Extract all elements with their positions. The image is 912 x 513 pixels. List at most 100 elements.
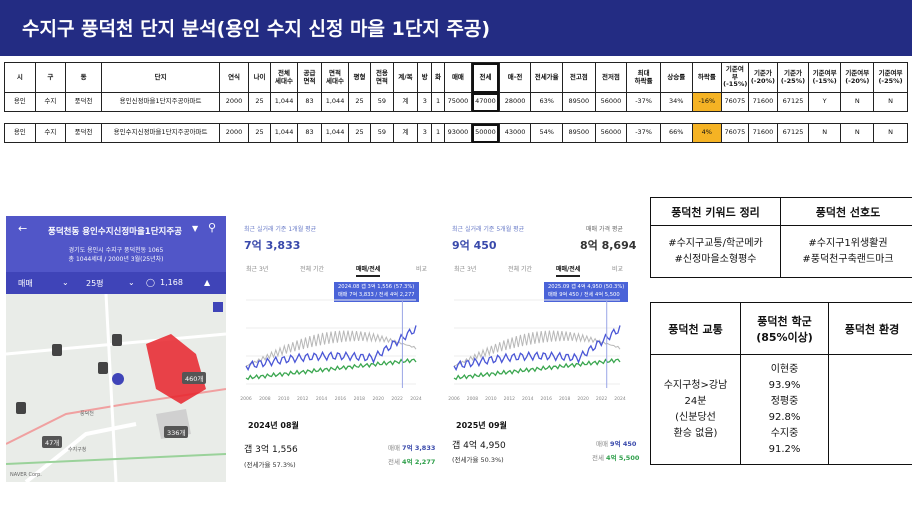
tab-3years[interactable]: 최근 3년 bbox=[454, 266, 477, 273]
environment-header: 풍덕천 환경 bbox=[828, 302, 912, 355]
table-cell: 28000 bbox=[498, 92, 532, 112]
map-pin-icon[interactable] bbox=[98, 362, 108, 374]
tab-all-period[interactable]: 전체 기간 bbox=[300, 266, 324, 273]
chat-icon[interactable]: ◯ bbox=[146, 278, 155, 287]
highlighted-area bbox=[146, 334, 206, 404]
keyword-cell: #수지구교통/학군메카 #신정마을소형평수 bbox=[650, 225, 781, 278]
map-header: ← 풍덕천동 용인수지신정마을1단지주공 ▼ ⚲ 경기도 용인시 수지구 풍덕천… bbox=[6, 216, 226, 272]
table-cell: 54% bbox=[530, 123, 563, 143]
table-header-row: 시 구 동 단지 연식 나이 전체 세대수 공급 면적 면적 세대수 평형 전용 면적 계/복 방 화 매매… bbox=[4, 62, 908, 93]
table-cell: 56000 bbox=[594, 92, 628, 112]
sale-series-line bbox=[453, 325, 621, 372]
map-area[interactable]: 460개 336개 47개 NAVER Corp. 수지구청 풍덕천 bbox=[6, 293, 226, 482]
table-cell: 계 bbox=[392, 123, 419, 143]
tab-all-period[interactable]: 전체 기간 bbox=[508, 266, 532, 273]
table-header-cell: 전체 세대수 bbox=[270, 62, 298, 93]
table-cell: 34% bbox=[659, 92, 693, 112]
gap-amount: 갭 3억 1,556 bbox=[244, 445, 298, 455]
table-cell: 2000 bbox=[219, 92, 249, 112]
x-tick-label: 2018 bbox=[354, 396, 366, 402]
x-tick-label: 2006 bbox=[240, 396, 252, 402]
table-cell: N bbox=[840, 123, 875, 143]
jeonse-series-line bbox=[245, 357, 417, 381]
ratio-series-line bbox=[245, 330, 417, 367]
table-header-cell: 시 bbox=[4, 62, 36, 93]
tab-compare[interactable]: 비교 bbox=[612, 266, 624, 273]
table-cell: 4% bbox=[691, 123, 723, 143]
tab-sale-jeonse[interactable]: 매매/전세 bbox=[556, 264, 581, 277]
chevron-down-icon[interactable]: ⌄ bbox=[128, 278, 135, 287]
x-tick-label: 2008 bbox=[259, 396, 271, 402]
map-cluster-label[interactable]: 336개 bbox=[164, 426, 189, 438]
keyword-line: #수지구교통/학군메카 bbox=[668, 237, 763, 249]
tab-sale-jeonse[interactable]: 매매/전세 bbox=[356, 264, 381, 277]
table-cell: 계 bbox=[392, 92, 419, 112]
table-header-cell: 구 bbox=[34, 62, 67, 93]
table-cell: 76075 bbox=[721, 92, 749, 112]
x-tick-label: 2014 bbox=[522, 396, 534, 402]
table-header-cell: 기준여부 (-15%) bbox=[807, 62, 842, 93]
sale-value: 7억 3,833 bbox=[402, 444, 436, 452]
table-cell: 수지 bbox=[34, 92, 67, 112]
table-header-cell: 동 bbox=[65, 62, 102, 93]
tab-3years[interactable]: 최근 3년 bbox=[246, 266, 269, 273]
deal-type-filter[interactable]: 매매 bbox=[18, 279, 33, 288]
complex-address: 경기도 용인시 수지구 풍덕천동 1065 총 1044세대 / 2000년 3… bbox=[46, 246, 186, 264]
table-header-cell: 매매 bbox=[443, 62, 473, 93]
chart-tabs: 최근 3년 전체 기간 매매/전세 비교 bbox=[452, 264, 638, 277]
filter-bar: 매매 ⌄ 25평 ⌄ ◯ 1,168 ▲ bbox=[6, 272, 226, 294]
map-cluster-label[interactable]: 460개 bbox=[182, 372, 207, 384]
table-cell: 25 bbox=[347, 123, 372, 143]
table-cell: 71600 bbox=[747, 123, 779, 143]
table-cell: 66% bbox=[659, 123, 693, 143]
table-cell: 25 bbox=[247, 92, 272, 112]
table-cell: 56000 bbox=[594, 123, 628, 143]
map-screenshot: ← 풍덕천동 용인수지신정마을1단지주공 ▼ ⚲ 경기도 용인시 수지구 풍덕천… bbox=[6, 216, 226, 482]
x-tick-label: 2020 bbox=[372, 396, 384, 402]
chart-subtitle: 최근 실거래 기준 1개월 평균 bbox=[244, 226, 317, 233]
table-cell: 83 bbox=[296, 92, 323, 112]
map-pin-icon[interactable] bbox=[16, 402, 26, 414]
price-line-chart[interactable]: 2006 2008 2010 2012 2014 2016 2018 2020 2022 2024 bbox=[446, 296, 642, 406]
tab-compare[interactable]: 비교 bbox=[416, 266, 428, 273]
table-header-cell: 나이 bbox=[247, 62, 272, 93]
complex-title: 풍덕천동 용인수지신정마을1단지주공 bbox=[48, 227, 182, 237]
map-cluster-label[interactable]: 47개 bbox=[42, 436, 63, 448]
table-cell: 용인신정마을1단지주공아파트 bbox=[100, 92, 221, 112]
size-filter[interactable]: 25평 bbox=[86, 279, 104, 288]
x-tick-label: 2024 bbox=[410, 396, 422, 402]
table-cell: -37% bbox=[626, 123, 661, 143]
table-cell: 2000 bbox=[219, 123, 249, 143]
table-header-cell: 기준가 (-25%) bbox=[777, 62, 809, 93]
table-cell: N bbox=[873, 92, 908, 112]
table-header-cell: 화 bbox=[431, 62, 445, 93]
table-cell: 1 bbox=[431, 92, 445, 112]
tooltip-line: 매매 7억 3,833 / 전세 4억 2,277 bbox=[338, 291, 415, 298]
x-tick-label: 2008 bbox=[467, 396, 479, 402]
transport-line: 환승 없음) bbox=[673, 427, 718, 439]
table-header-cell: 전세 bbox=[471, 62, 500, 93]
table-cell: 67125 bbox=[777, 92, 809, 112]
map-pin-icon[interactable] bbox=[52, 344, 62, 356]
x-tick-label: 2016 bbox=[335, 396, 347, 402]
chart-subtitle: 최근 실거래 기준 5개월 평균 bbox=[452, 226, 525, 233]
table-cell: 59 bbox=[370, 123, 394, 143]
households-line: 총 1044세대 / 2000년 3월(25년차) bbox=[68, 256, 164, 263]
x-tick-label: 2012 bbox=[504, 396, 516, 402]
chevron-down-icon[interactable]: ⌄ bbox=[62, 278, 69, 287]
preference-cell: #수지구1위생활권 #풍덕천구축랜드마크 bbox=[780, 225, 912, 278]
jeonse-ratio: (전세가율 50.3%) bbox=[452, 456, 504, 464]
location-pin-icon[interactable]: ⚲ bbox=[208, 221, 217, 234]
jeonse-label: 전세 bbox=[388, 458, 400, 466]
bell-icon[interactable]: ▲ bbox=[204, 278, 211, 287]
table-header-cell: 평형 bbox=[347, 62, 372, 93]
table-cell: 3 bbox=[417, 123, 433, 143]
chevron-down-icon[interactable]: ▼ bbox=[192, 224, 199, 233]
back-arrow-icon[interactable]: ← bbox=[18, 222, 28, 235]
table-header-cell: 전고점 bbox=[562, 62, 596, 93]
price-line-chart[interactable]: 2006 2008 2010 2012 2014 2016 2018 2020 2022 2024 bbox=[238, 296, 438, 406]
map-pin-icon[interactable] bbox=[112, 334, 122, 346]
table-cell: 93000 bbox=[443, 123, 473, 143]
table-header-cell: 연식 bbox=[219, 62, 249, 93]
table-header-cell: 전세가율 bbox=[530, 62, 563, 93]
